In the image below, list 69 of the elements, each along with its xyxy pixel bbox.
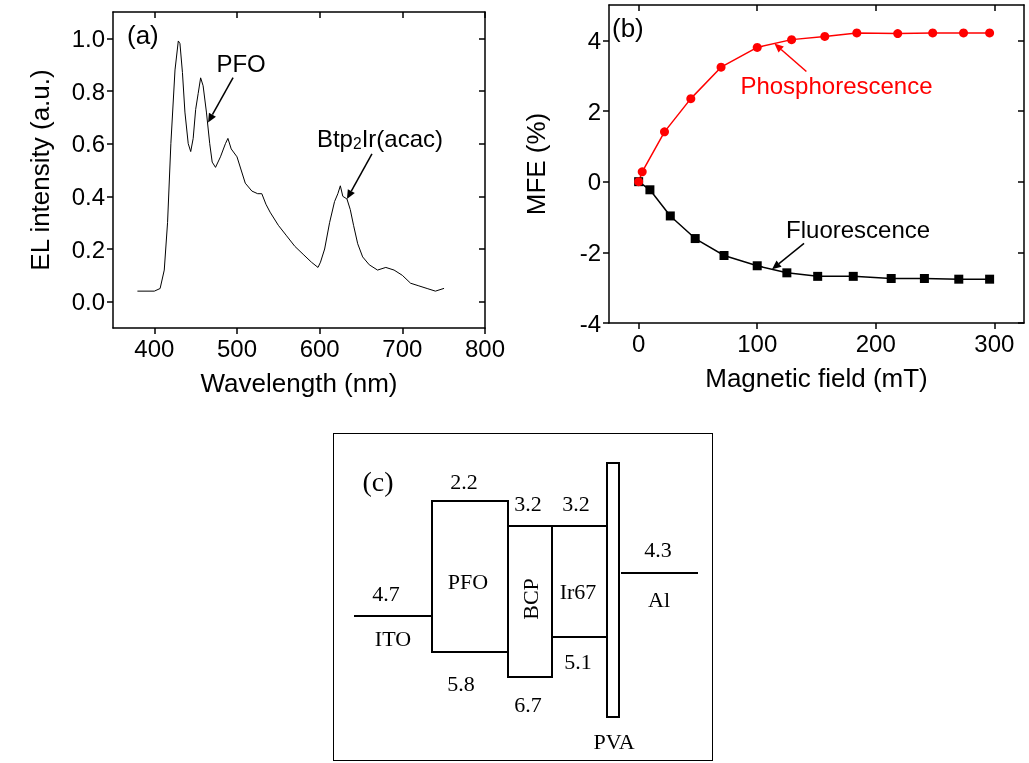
text: BCP	[517, 578, 543, 620]
annotation: (a)	[127, 20, 159, 50]
text: 6.7	[514, 691, 542, 717]
point	[848, 271, 858, 281]
y-axis-title: EL intensity (a.u.)	[25, 69, 55, 271]
point	[782, 268, 792, 278]
text: ITO	[374, 625, 412, 651]
text: (c)	[362, 465, 394, 497]
x-tick-label: 100	[737, 329, 778, 357]
point	[820, 31, 830, 41]
x-tick-label: 600	[299, 334, 340, 362]
text: PVA	[593, 728, 635, 754]
point	[637, 167, 647, 177]
text: 5.8	[447, 670, 475, 696]
point	[985, 274, 995, 284]
x-tick-label: 800	[464, 334, 506, 362]
point	[787, 35, 797, 45]
point	[660, 127, 669, 137]
text: PFO	[447, 568, 489, 594]
point	[985, 28, 995, 38]
point	[852, 28, 862, 38]
text: Al	[648, 586, 670, 612]
point	[919, 273, 929, 283]
text: 2.2	[450, 468, 478, 494]
point	[665, 211, 675, 221]
point	[690, 234, 700, 244]
point	[813, 271, 823, 281]
x-axis-title: Wavelength (nm)	[200, 368, 398, 398]
y-tick-label: 2	[587, 97, 601, 125]
x-tick-label: 500	[216, 334, 258, 362]
point	[893, 29, 903, 39]
point	[686, 94, 696, 104]
y-tick-label: -4	[579, 309, 601, 337]
point	[959, 28, 969, 38]
point	[645, 185, 655, 195]
y-tick-label: 0.0	[71, 288, 105, 316]
point	[954, 274, 964, 284]
point	[752, 261, 762, 271]
point	[716, 62, 726, 72]
text: Ir67	[559, 578, 597, 604]
point	[719, 251, 729, 261]
annotation: Btp2Ir(acac)	[316, 125, 443, 153]
x-tick-label: 400	[134, 334, 175, 362]
y-tick-label: 0.6	[71, 130, 105, 158]
x-tick-label: 700	[382, 334, 423, 362]
y-tick-label: 0.8	[71, 77, 105, 105]
point	[752, 42, 762, 52]
text: 5.1	[564, 648, 592, 674]
point	[928, 28, 938, 38]
x-tick-label: 200	[855, 329, 896, 357]
y-axis-title: MFE (%)	[521, 112, 551, 216]
y-tick-label: 0	[587, 168, 601, 196]
annotation: (b)	[612, 13, 644, 43]
y-tick-label: 0.4	[71, 182, 105, 210]
x-tick-label: 300	[974, 329, 1015, 357]
y-tick-label: -2	[579, 238, 601, 266]
text: 4.7	[372, 580, 400, 606]
series-label: Fluorescence	[786, 215, 931, 243]
annotation: PFO	[216, 50, 266, 78]
legend-label: Phosphorescence	[740, 72, 933, 100]
text: 3.2	[514, 490, 542, 516]
y-tick-label: 0.2	[71, 235, 105, 263]
point	[886, 273, 896, 283]
y-tick-label: 1.0	[71, 24, 105, 52]
text: 4.3	[644, 536, 672, 562]
text: 3.2	[562, 490, 590, 516]
x-tick-label: 0	[631, 329, 646, 357]
x-axis-title: Magnetic field (mT)	[705, 363, 928, 393]
y-tick-label: 4	[587, 26, 601, 54]
